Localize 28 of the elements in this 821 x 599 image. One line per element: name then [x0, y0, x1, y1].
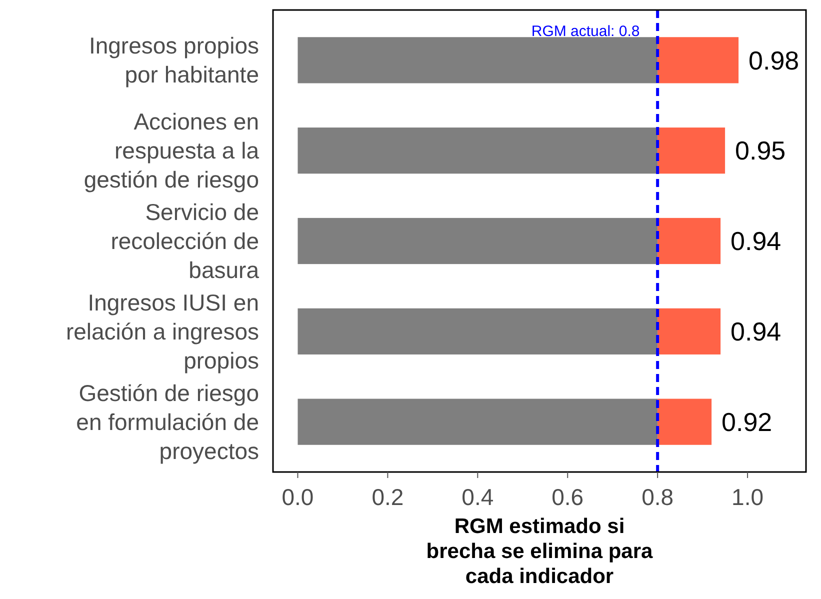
x-axis-title: RGM estimado si brecha se elimina para cada indicador — [426, 515, 654, 588]
bar — [658, 218, 721, 264]
bar — [658, 128, 726, 174]
y-tick-label: Ingresos IUSI en relación a ingresos propios — [66, 289, 259, 374]
bar — [658, 398, 712, 445]
x-tick-label: 0.6 — [552, 484, 584, 510]
total-label: 0.94 — [730, 316, 782, 347]
total-label: 0.95 — [735, 136, 786, 166]
x-tick-label: 0.2 — [372, 484, 404, 510]
total-label: 0.94 — [730, 226, 782, 256]
x-tick-label: 1.0 — [732, 484, 764, 510]
y-tick-label: Ingresos propios por habitante — [88, 32, 259, 88]
y-tick-label: Acciones en respuesta a la gestión de riesgo — [84, 108, 260, 193]
bar — [298, 308, 658, 354]
x-tick-label: 0.4 — [462, 484, 494, 510]
bar — [298, 218, 658, 264]
x-tick-label: 0.0 — [282, 484, 314, 510]
bar — [298, 37, 658, 84]
y-tick-label: Servicio de recolección de basura — [110, 199, 260, 283]
total-label: 0.92 — [722, 406, 772, 437]
total-label: 0.98 — [748, 45, 800, 76]
bar — [658, 37, 739, 84]
bar — [658, 308, 721, 354]
x-tick-label: 0.8 — [642, 484, 674, 510]
y-tick-label: Gestión de riesgo en formulación de proyectos — [76, 380, 259, 464]
ref-line-label: RGM actual: 0.8 — [531, 23, 640, 40]
bar — [298, 128, 658, 174]
bar — [298, 398, 658, 445]
